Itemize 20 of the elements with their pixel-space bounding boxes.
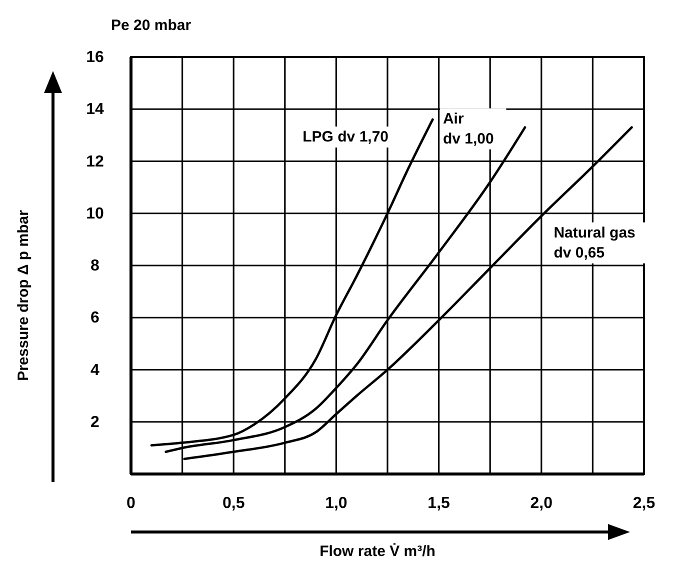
series-label: LPG dv 1,70 bbox=[302, 128, 389, 146]
x-tick-label: 2,0 bbox=[530, 495, 553, 512]
x-tick-label: 0,5 bbox=[222, 495, 245, 512]
y-axis-title: Pressure drop Δ p mbar bbox=[15, 210, 32, 381]
y-tick-label: 16 bbox=[86, 49, 104, 66]
x-tick-label: 1,5 bbox=[428, 495, 450, 512]
y-tick-label: 2 bbox=[90, 414, 100, 431]
y-tick-label: 4 bbox=[90, 362, 100, 379]
chart-title: Pe 20 mbar bbox=[111, 17, 192, 34]
series-label: Natural gas dv 0,65 bbox=[554, 224, 636, 262]
series-label: Air dv 1,00 bbox=[442, 110, 494, 148]
y-tick-label: 8 bbox=[90, 258, 100, 274]
x-tick-label: 2,5 bbox=[632, 495, 656, 512]
y-tick-label: 12 bbox=[86, 153, 104, 170]
y-tick-label: 14 bbox=[86, 101, 104, 118]
x-tick-label: 0 bbox=[126, 495, 136, 512]
y-tick-label: 6 bbox=[90, 310, 100, 327]
y-tick-label: 10 bbox=[86, 205, 104, 222]
x-axis-title: Flow rate V̇ m³/h bbox=[320, 542, 436, 560]
x-tick-label: 1,0 bbox=[325, 495, 348, 512]
